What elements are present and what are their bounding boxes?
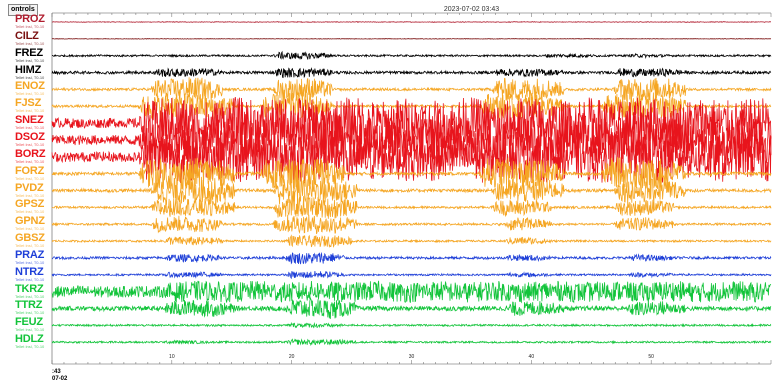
station-sublabel: Tellet Insl, T0-10 — [15, 57, 45, 63]
x-tick-label: 30 — [409, 354, 415, 360]
x-axis-start-date: 07-02 — [52, 376, 68, 382]
station-sublabel: Tellet Insl, T0-10 — [15, 226, 45, 232]
station-sublabel: Tellet Insl, T0-10 — [15, 108, 45, 114]
station-sublabel: Tellet Insl, T0-10 — [15, 74, 45, 80]
station-sublabel: Tellet Insl, T0-10 — [15, 24, 45, 29]
x-axis-start-time: :43 — [52, 369, 61, 375]
trace-feuz — [51, 321, 772, 329]
trace-proz — [51, 21, 771, 23]
station-sublabel: Tellet Insl, T0-10 — [15, 158, 45, 164]
station-label-dsoz[interactable]: DSOZ — [15, 130, 45, 143]
station-label-pvdz[interactable]: PVDZ — [15, 181, 44, 194]
trace-himz — [51, 67, 772, 79]
station-sublabel: Tellet Insl, T0-10 — [15, 310, 45, 316]
trace-hdlz — [51, 338, 772, 347]
station-sublabel: Tellet Insl, T0-10 — [15, 259, 45, 265]
station-label-praz[interactable]: PRAZ — [15, 248, 45, 261]
station-label-hdlz[interactable]: HDLZ — [15, 333, 44, 346]
station-label-gpnz[interactable]: GPNZ — [15, 215, 45, 228]
station-label-gpsz[interactable]: GPSZ — [15, 198, 45, 211]
trace-cilz — [51, 38, 772, 40]
station-sublabel: Tellet Insl, T0-10 — [15, 40, 45, 46]
trace-tkrz — [51, 280, 772, 304]
station-sublabel: Tellet Insl, T0-10 — [15, 175, 45, 181]
station-label-cilz[interactable]: CILZ — [15, 29, 39, 42]
x-axis-start-label: :43 07-02 — [52, 369, 67, 383]
x-tick-label: 20 — [289, 354, 295, 360]
x-tick-label: 50 — [648, 354, 654, 360]
trace-frez — [51, 50, 772, 60]
trace-snez — [51, 97, 772, 150]
trace-ttrz — [51, 296, 772, 319]
station-label-proz[interactable]: PROZ — [15, 13, 45, 25]
trace-enoz — [51, 77, 772, 102]
station-label-ttrz[interactable]: TTRZ — [15, 299, 43, 312]
trace-gpsz — [51, 195, 772, 219]
trace-ntrz — [51, 270, 772, 280]
trace-gpnz — [51, 214, 772, 235]
station-sublabel: Tellet Insl, T0-10 — [15, 344, 45, 350]
station-label-enoz[interactable]: ENOZ — [15, 80, 45, 93]
controls-button[interactable]: ontrols — [8, 4, 38, 16]
station-sublabel: Tellet Insl, T0-10 — [15, 91, 45, 97]
x-tick-label: 40 — [529, 354, 535, 360]
station-label-snez[interactable]: SNEZ — [15, 114, 44, 127]
station-label-gbsz[interactable]: GBSZ — [15, 232, 45, 245]
station-label-tkrz[interactable]: TKRZ — [15, 282, 44, 295]
station-sublabel: Tellet Insl, T0-10 — [15, 293, 45, 299]
trace-pvdz — [51, 176, 772, 205]
station-sublabel: Tellet Insl, T0-10 — [15, 141, 45, 147]
station-label-ntrz[interactable]: NTRZ — [15, 265, 44, 278]
station-sublabel: Tellet Insl, T0-10 — [15, 125, 45, 131]
station-label-borz[interactable]: BORZ — [15, 147, 46, 160]
trace-gbsz — [51, 234, 772, 248]
station-sublabel: Tellet Insl, T0-10 — [15, 192, 45, 198]
station-label-frez[interactable]: FREZ — [15, 46, 43, 59]
station-label-forz[interactable]: FORZ — [15, 164, 45, 177]
chart-title: 2023-07-02 03:43 — [444, 6, 499, 13]
station-label-feuz[interactable]: FEUZ — [15, 316, 43, 329]
trace-forz — [51, 157, 772, 191]
station-sublabel: Tellet Insl, T0-10 — [15, 327, 45, 333]
station-label-fjsz[interactable]: FJSZ — [15, 97, 42, 110]
station-sublabel: Tellet Insl, T0-10 — [15, 243, 45, 249]
station-sublabel: Tellet Insl, T0-10 — [15, 209, 45, 215]
x-tick-label: 10 — [169, 354, 175, 360]
station-sublabel: Tellet Insl, T0-10 — [15, 276, 45, 282]
station-labels: PROZ Tellet Insl, T0-10 CILZ Tellet Insl, T… — [0, 0, 52, 384]
station-label-himz[interactable]: HIMZ — [15, 63, 42, 76]
trace-praz — [51, 251, 772, 265]
